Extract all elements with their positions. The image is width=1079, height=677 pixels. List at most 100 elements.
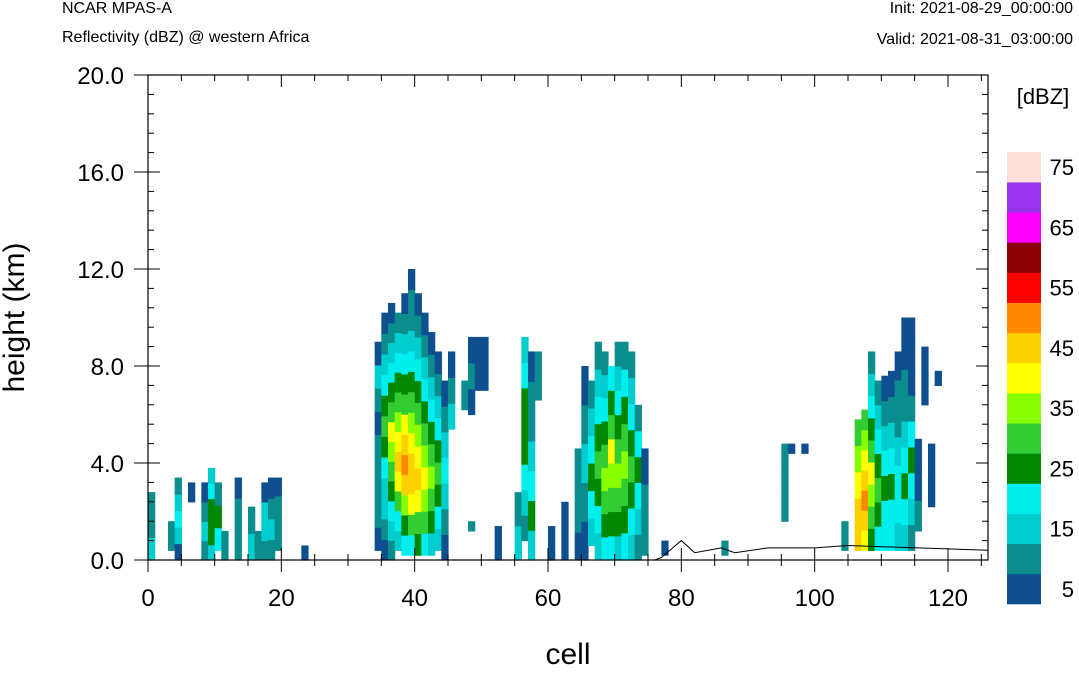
reflectivity-cell [634, 430, 642, 458]
reflectivity-cell [421, 378, 429, 402]
reflectivity-cell [208, 467, 216, 484]
reflectivity-cell [621, 532, 629, 561]
reflectivity-cell [381, 374, 389, 396]
reflectivity-cell [408, 330, 416, 352]
reflectivity-cell [188, 482, 196, 503]
reflectivity-cell [408, 432, 416, 454]
reflectivity-cell [574, 476, 582, 505]
reflectivity-cell [628, 351, 636, 379]
reflectivity-cell [574, 448, 582, 477]
reflectivity-cell [394, 490, 402, 512]
reflectivity-cell [448, 377, 456, 404]
reflectivity-cell [621, 369, 629, 397]
reflectivity-cell [581, 443, 589, 483]
colorbar-label: 45 [1050, 336, 1074, 361]
reflectivity-cell [868, 351, 876, 375]
reflectivity-cell [641, 448, 649, 485]
reflectivity-cell [874, 404, 882, 430]
reflectivity-cell [614, 341, 622, 367]
reflectivity-cell [614, 511, 622, 537]
reflectivity-cell [414, 424, 422, 447]
reflectivity-cell [608, 487, 616, 513]
reflectivity-cell [588, 408, 596, 437]
reflectivity-cell [221, 530, 229, 561]
reflectivity-cell [434, 506, 442, 529]
reflectivity-cell [608, 366, 616, 391]
reflectivity-cell [601, 397, 609, 422]
reflectivity-cell [234, 518, 242, 540]
reflectivity-cell [628, 377, 636, 405]
reflectivity-cell [888, 396, 896, 423]
reflectivity-cell [174, 477, 182, 495]
reflectivity-cell [428, 465, 436, 489]
reflectivity-cell [628, 507, 636, 535]
reflectivity-cell [861, 409, 869, 431]
init-time: Init: 2021-08-29_00:00:00 [889, 0, 1073, 17]
reflectivity-cell [388, 401, 396, 423]
reflectivity-cell [394, 510, 402, 532]
reflectivity-cell [874, 453, 882, 479]
reflectivity-cell [434, 439, 442, 463]
reflectivity-cell [401, 454, 409, 476]
reflectivity-cell [868, 417, 876, 441]
reflectivity-cell [421, 356, 429, 380]
reflectivity-cell [594, 450, 602, 479]
reflectivity-cell [914, 500, 922, 532]
reflectivity-cell [414, 489, 422, 513]
colorbar-label: 65 [1050, 215, 1074, 240]
reflectivity-cell [641, 519, 649, 556]
reflectivity-cell [374, 527, 382, 551]
x-tick-label: 80 [668, 585, 695, 612]
reflectivity-cell [421, 511, 429, 534]
reflectivity-cell [174, 543, 182, 561]
reflectivity-cell [174, 494, 182, 512]
reflectivity-cell [868, 439, 876, 463]
reflectivity-cell [861, 510, 869, 531]
reflectivity-cell [521, 413, 529, 440]
reflectivity-cell [574, 532, 582, 561]
reflectivity-cell [614, 366, 622, 391]
reflectivity-cell [414, 533, 422, 556]
reflectivity-cell [408, 452, 416, 474]
reflectivity-cell [408, 493, 416, 515]
reflectivity-cell [401, 494, 409, 516]
reflectivity-cell [261, 521, 269, 542]
reflectivity-cell [574, 504, 582, 533]
reflectivity-cell [428, 510, 436, 534]
reflectivity-cell [601, 536, 609, 561]
y-axis-ticks: 0.0 4.0 8.0 12.0 16.0 20.0 [77, 63, 988, 575]
x-tick-label: 20 [268, 585, 295, 612]
reflectivity-cell [414, 380, 422, 403]
reflectivity-cell [514, 492, 522, 527]
y-tick-label: 0.0 [91, 548, 124, 575]
reflectivity-cell [401, 535, 409, 556]
reflectivity-cell [434, 528, 442, 551]
colorbar-label: 35 [1050, 396, 1074, 421]
reflectivity-cell [434, 484, 442, 507]
reflectivity-cells [148, 269, 942, 561]
reflectivity-cell [374, 388, 382, 412]
colorbar-swatch [1007, 332, 1041, 364]
reflectivity-cell [594, 423, 602, 452]
reflectivity-cell [894, 351, 902, 381]
reflectivity-cell [401, 514, 409, 536]
y-tick-label: 16.0 [77, 160, 124, 187]
reflectivity-cell [874, 380, 882, 406]
reflectivity-cell [781, 443, 789, 471]
reflectivity-cell [801, 443, 809, 454]
reflectivity-cell [868, 395, 876, 419]
colorbar-swatch [1007, 423, 1041, 454]
reflectivity-cell [414, 293, 422, 316]
reflectivity-cell [881, 425, 889, 452]
reflectivity-cell [921, 375, 929, 406]
reflectivity-cell [441, 431, 449, 459]
reflectivity-cell [908, 343, 916, 370]
reflectivity-cell [388, 362, 396, 383]
colorbar-label: 15 [1050, 517, 1074, 542]
reflectivity-cell [374, 341, 382, 366]
reflectivity-cell [594, 396, 602, 425]
colorbar-swatch [1007, 483, 1041, 514]
reflectivity-cell [421, 533, 429, 556]
reflectivity-cell [608, 511, 616, 537]
